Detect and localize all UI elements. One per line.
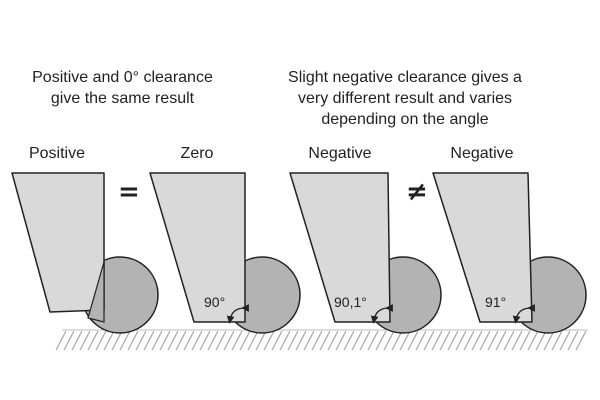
hatch-line <box>495 330 507 351</box>
hatch-line <box>479 330 491 351</box>
hatch-line <box>175 330 187 351</box>
hatch-line <box>191 330 203 351</box>
hatch-line <box>271 330 283 351</box>
hatch-line <box>183 330 195 351</box>
panel-positive <box>11 172 159 334</box>
panel-label-positive: Positive <box>28 145 86 162</box>
angle-arc <box>226 304 249 324</box>
hatch-line <box>487 330 499 351</box>
hatch-line <box>399 330 411 351</box>
ground-hatch <box>55 329 588 351</box>
hatch-line <box>255 330 267 351</box>
hatch-line <box>519 330 531 351</box>
panel-negative-2: 91° <box>432 172 587 334</box>
hatch-line <box>279 330 291 351</box>
hatch-line <box>359 330 371 351</box>
tool-blade <box>149 172 246 323</box>
angle-label: 90,1° <box>334 294 367 310</box>
hatch-line <box>455 330 467 351</box>
hatch-line <box>367 330 379 351</box>
panel-negative-1: 90,1° <box>289 172 442 334</box>
hatch-line <box>343 330 355 351</box>
hatch-line <box>63 330 75 351</box>
hatch-line <box>119 330 131 351</box>
hatch-line <box>351 330 363 351</box>
hatch-line <box>303 330 315 351</box>
hatch-line <box>159 330 171 351</box>
hatch-line <box>127 330 139 351</box>
hatch-line <box>287 330 299 351</box>
hatch-line <box>423 330 435 351</box>
hatch-line <box>135 330 147 351</box>
hatch-line <box>71 330 83 351</box>
panel-label-negative-2: Negative <box>450 145 514 162</box>
hatch-line <box>559 330 571 351</box>
caption-right-line2: very different result and varies <box>297 90 513 107</box>
hatch-line <box>439 330 451 351</box>
hatch-line <box>511 330 523 351</box>
angle-label: 91° <box>485 294 506 310</box>
tool-blade <box>432 172 533 323</box>
tool-tip-outline <box>87 261 105 323</box>
hatch-line <box>295 330 307 351</box>
hatch-line <box>151 330 163 351</box>
hatch-line <box>103 330 115 351</box>
hatch-line <box>143 330 155 351</box>
hatch-line <box>231 330 243 351</box>
hatch-line <box>311 330 323 351</box>
hatch-line <box>87 330 99 351</box>
hatch-line <box>535 330 547 351</box>
hatch-line <box>383 330 395 351</box>
caption-left-line1: Positive and 0° clearance <box>32 69 213 86</box>
hatch-line <box>503 330 515 351</box>
hatch-line <box>319 330 331 351</box>
hatch-line <box>327 330 339 351</box>
hatch-line <box>79 330 91 351</box>
hatch-line <box>575 330 587 351</box>
tool-blade <box>11 172 105 313</box>
hatch-line <box>431 330 443 351</box>
hatch-line <box>247 330 259 351</box>
angle-label: 90° <box>204 294 225 310</box>
caption-left-line2: give the same result <box>50 90 195 107</box>
hatch-line <box>55 330 67 351</box>
hatch-line <box>215 330 227 351</box>
hatch-line <box>463 330 475 351</box>
hatch-line <box>471 330 483 351</box>
angle-arc <box>512 304 535 324</box>
hatch-line <box>527 330 539 351</box>
caption-right-line1: Slight negative clearance gives a <box>288 69 522 86</box>
panel-label-negative-1: Negative <box>308 145 372 162</box>
panel-label-zero: Zero <box>180 145 214 162</box>
hatch-line <box>543 330 555 351</box>
hatch-line <box>567 330 579 351</box>
hatch-line <box>207 330 219 351</box>
hatch-line <box>335 330 347 351</box>
equals-symbol: = <box>118 177 140 207</box>
hatch-line <box>167 330 179 351</box>
hatch-line <box>391 330 403 351</box>
not-equals-symbol: ≠ <box>406 177 428 207</box>
hatch-line <box>447 330 459 351</box>
hatch-line <box>407 330 419 351</box>
hatch-line <box>263 330 275 351</box>
hatch-line <box>199 330 211 351</box>
hatch-line <box>239 330 251 351</box>
caption-right-line3: depending on the angle <box>321 111 489 128</box>
hatch-line <box>111 330 123 351</box>
panel-zero: 90° <box>149 172 301 334</box>
hatch-line <box>415 330 427 351</box>
hatch-line <box>223 330 235 351</box>
angle-arc <box>370 304 393 324</box>
hatch-line <box>95 330 107 351</box>
hatch-line <box>551 330 563 351</box>
hatch-line <box>375 330 387 351</box>
